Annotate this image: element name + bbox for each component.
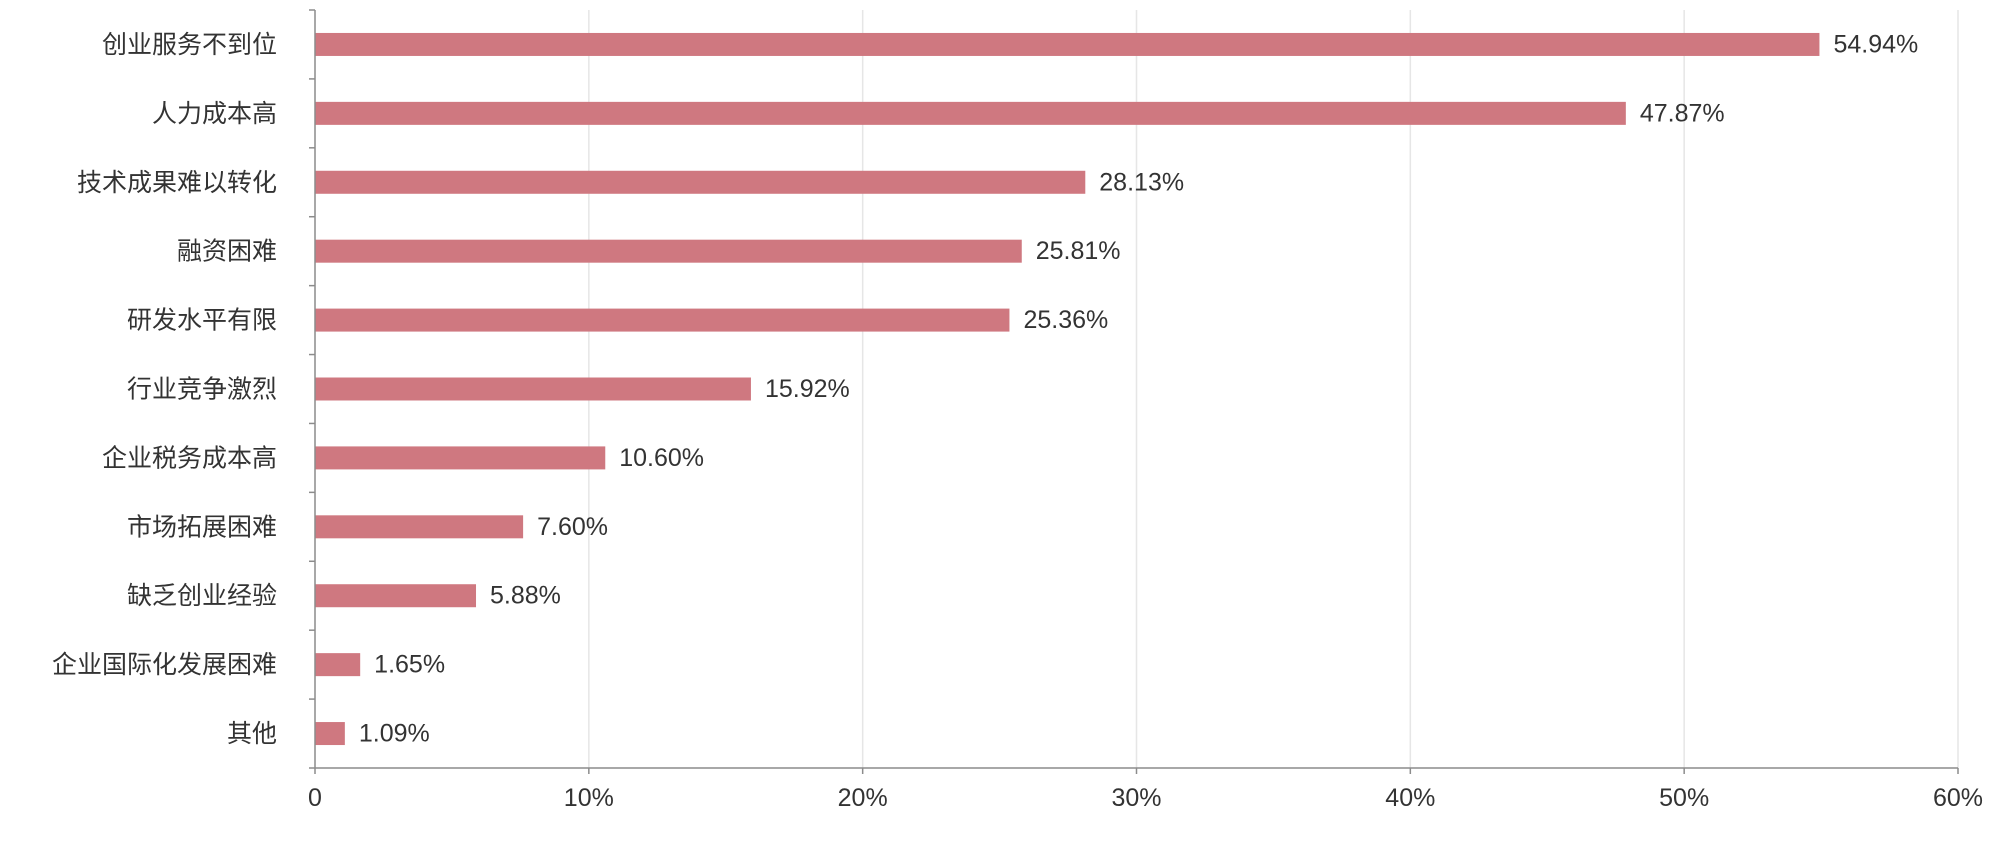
category-label: 其他 xyxy=(227,719,277,748)
data-label: 7.60% xyxy=(537,513,608,541)
x-tick-label: 40% xyxy=(1385,784,1435,812)
data-label: 1.09% xyxy=(359,720,430,748)
data-label: 15.92% xyxy=(765,375,850,403)
data-label: 47.87% xyxy=(1640,99,1725,127)
category-label: 缺乏创业经验 xyxy=(127,581,277,610)
category-label: 融资困难 xyxy=(177,237,277,266)
bar xyxy=(315,308,1010,332)
category-label: 人力成本高 xyxy=(152,99,277,128)
x-tick-label: 20% xyxy=(838,784,888,812)
data-label: 25.81% xyxy=(1036,237,1121,265)
x-tick-label: 10% xyxy=(564,784,614,812)
category-label: 企业国际化发展困难 xyxy=(52,650,277,679)
data-label: 10.60% xyxy=(619,444,704,472)
bars xyxy=(315,32,1820,746)
category-label: 行业竞争激烈 xyxy=(127,375,277,404)
x-tick-label: 50% xyxy=(1659,784,1709,812)
x-tick-label: 60% xyxy=(1933,784,1983,812)
category-label: 研发水平有限 xyxy=(127,306,277,335)
data-label: 5.88% xyxy=(490,582,561,610)
axes xyxy=(309,9,1959,774)
data-label: 25.36% xyxy=(1023,306,1108,334)
data-label: 1.65% xyxy=(374,651,445,679)
category-label: 技术成果难以转化 xyxy=(77,168,277,197)
category-label: 市场拓展困难 xyxy=(127,512,277,541)
category-label: 企业税务成本高 xyxy=(102,443,277,472)
bar xyxy=(315,515,524,539)
bar xyxy=(315,653,361,677)
bar xyxy=(315,101,1626,125)
x-tick-label: 0 xyxy=(308,784,322,812)
data-label: 28.13% xyxy=(1099,168,1184,196)
category-label: 创业服务不到位 xyxy=(102,30,277,59)
bar xyxy=(315,32,1820,56)
bar xyxy=(315,722,345,746)
bar xyxy=(315,584,477,608)
bar xyxy=(315,377,751,401)
data-label: 54.94% xyxy=(1833,30,1918,58)
x-tick-label: 30% xyxy=(1111,784,1161,812)
gridlines xyxy=(588,10,1959,768)
bar xyxy=(315,170,1086,194)
labels: 创业服务不到位 54.94% 人力成本高 47.87% 技术成果难以转化 28.13% 融资… xyxy=(52,30,1983,812)
bar xyxy=(315,239,1022,263)
bar xyxy=(315,446,606,470)
